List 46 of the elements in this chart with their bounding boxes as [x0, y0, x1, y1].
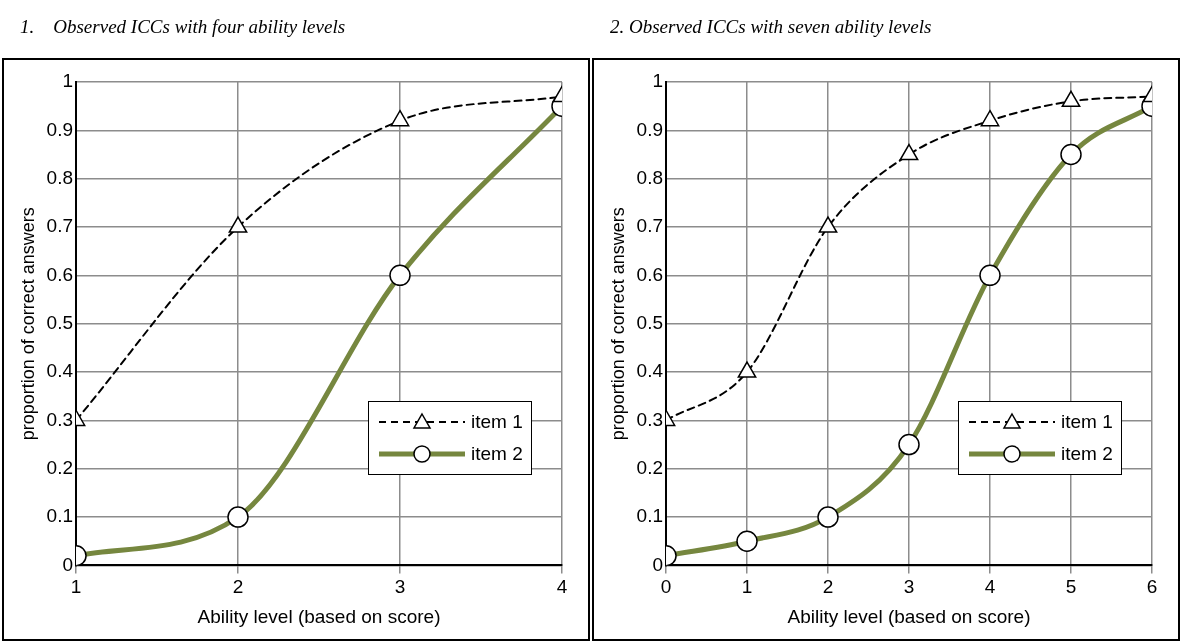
x-tick-label: 2 [232, 576, 244, 598]
chart-title: 1. Observed ICCs with four ability levels [20, 16, 346, 38]
y-tick-label: 0.4 [46, 360, 74, 382]
y-tick-label: 0.5 [636, 311, 664, 333]
x-tick-label: 2 [822, 576, 834, 598]
x-axis-title: Ability level (based on score) [197, 605, 441, 627]
x-tick-label: 3 [394, 576, 406, 598]
y-axis-title: proportion of correct answers [17, 207, 38, 441]
y-tick-label: 0.3 [636, 408, 664, 430]
y-tick-label: 1 [652, 70, 664, 92]
legend-label: item 2 [471, 443, 523, 466]
y-tick-label: 0.6 [46, 263, 74, 285]
point [980, 109, 1000, 127]
y-tick-label: 0.9 [46, 118, 74, 140]
x-axis-title: Ability level (based on score) [787, 605, 1031, 627]
y-tick-label: 0.2 [46, 456, 74, 478]
y-tick-label: 0.1 [46, 505, 74, 527]
legend-label: item 2 [1061, 443, 1113, 466]
y-tick-label: 0.5 [46, 311, 74, 333]
point [818, 216, 838, 233]
point [899, 143, 919, 161]
x-tick-label: 5 [1065, 576, 1077, 598]
chart-title: 2. Observed ICCs with seven ability levels [610, 16, 932, 38]
x-tick-label: 4 [556, 576, 568, 598]
x-tick-label: 4 [984, 576, 996, 598]
y-tick-label: 0.6 [636, 263, 664, 285]
y-tick-label: 0 [62, 553, 74, 575]
y-tick-label: 0.8 [46, 166, 74, 188]
legend-label: item 1 [1061, 411, 1113, 434]
y-tick-label: 0.9 [636, 118, 664, 140]
y-tick-label: 0.2 [636, 456, 664, 478]
x-tick-label: 1 [741, 576, 753, 598]
y-axis-title: proportion of correct answers [607, 207, 628, 441]
y-tick-label: 0.4 [636, 360, 664, 382]
point [1061, 90, 1081, 108]
y-tick-label: 0.3 [46, 408, 74, 430]
y-tick-label: 0.7 [46, 215, 74, 237]
y-tick-label: 1 [62, 70, 74, 92]
y-tick-label: 0.7 [636, 215, 664, 237]
y-tick-label: 0 [652, 553, 664, 575]
y-tick-label: 0.8 [636, 166, 664, 188]
x-tick-label: 6 [1146, 576, 1158, 598]
point [737, 361, 757, 378]
x-tick-label: 3 [903, 576, 915, 598]
legend-label: item 1 [471, 411, 523, 434]
y-tick-label: 0.1 [636, 505, 664, 527]
